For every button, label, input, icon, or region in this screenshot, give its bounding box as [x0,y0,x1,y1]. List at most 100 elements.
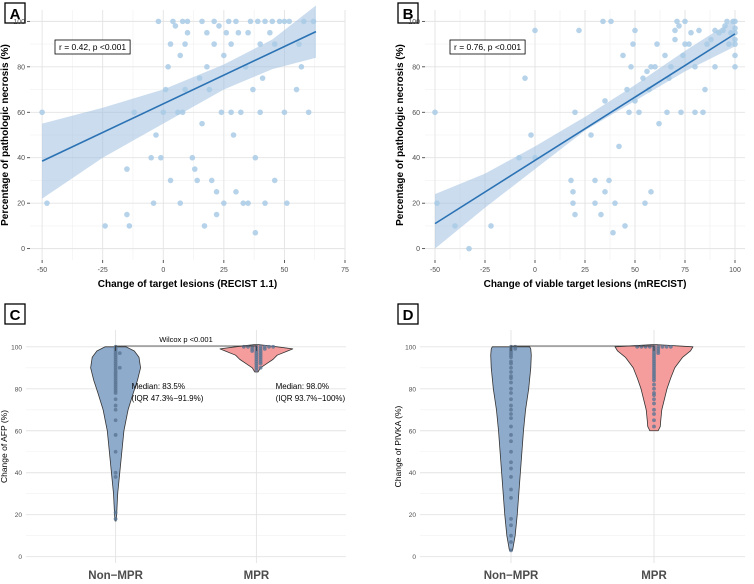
data-point [652,418,656,423]
data-point [228,109,234,116]
confidence-band [42,5,316,199]
data-point [182,41,188,47]
data-points [39,18,317,236]
stat-annotation: r = 0.42, p <0.001 [59,42,126,52]
y-tick-label: 60 [409,428,417,435]
data-point [620,52,626,59]
data-point [148,154,154,161]
y-tick-label: 40 [412,155,420,162]
data-point [732,25,738,31]
data-point [652,382,656,387]
x-category-label: Non−MPR [484,570,539,582]
data-point [678,109,684,116]
data-point [576,27,582,34]
data-point [204,29,210,36]
data-point [592,200,598,206]
panel-label-box [4,2,26,24]
data-point [257,41,263,47]
data-point [466,245,472,252]
data-point [113,470,118,475]
data-point [310,18,317,25]
data-point [680,52,686,59]
data-point [221,200,227,206]
data-point [509,466,513,471]
data-point [293,86,300,93]
data-point [206,86,213,93]
data-point [245,29,251,36]
data-point [608,18,614,25]
data-point [113,433,118,437]
data-point [177,52,184,59]
iqr-annotation: (IQR 93.7%−100%) [276,394,346,403]
stat-annotation-box [449,39,526,55]
data-point [259,75,266,81]
data-point [676,23,682,29]
y-tick-label: 0 [18,554,22,561]
data-point [652,407,656,412]
data-point [732,52,738,59]
data-point [167,177,174,184]
data-point [158,154,164,161]
data-point [509,391,513,395]
stat-annotation: r = 0.76, p <0.001 [454,42,521,52]
x-tick-label: 75 [341,267,349,274]
data-point [228,41,234,47]
data-point [509,370,513,374]
data-point [218,109,225,116]
data-point [509,533,513,538]
data-point [162,86,169,93]
data-point [572,211,578,218]
data-point [271,41,278,47]
data-point [700,109,706,116]
data-point [668,64,674,70]
data-point [622,223,628,229]
comparison-bracket [115,345,257,351]
data-point [432,109,438,116]
data-point [509,548,513,553]
panel-d: D 0 20 40 60 80 100 Non−MPR MPR Change of PIVKA (… [393,303,745,582]
data-point [509,496,513,500]
data-point [221,52,227,59]
data-point [241,344,246,349]
data-point [296,41,302,47]
data-point [509,540,513,544]
data-point [155,18,162,25]
confidence-band [435,19,735,249]
data-point [246,344,250,349]
y-tick-label: 20 [17,201,25,208]
data-point [692,64,698,70]
data-point [728,29,734,36]
data-point [175,109,181,116]
regression-line [41,30,317,162]
data-point [732,18,738,25]
median-annotation: Median: 83.5% [132,382,185,391]
data-point [600,18,606,25]
y-tick-label: 20 [15,512,23,519]
data-point [211,41,217,47]
data-point [271,177,278,184]
data-point [648,189,654,195]
data-point [509,361,513,366]
data-point [250,349,255,353]
data-point [235,29,242,36]
data-point [652,378,656,383]
data-point [230,132,237,138]
y-tick-label: 80 [412,64,420,71]
data-point [252,154,259,161]
data-point [674,18,680,25]
y-tick-label: 40 [15,470,23,477]
data-point [692,109,698,116]
data-point [672,36,678,43]
x-axis-label: Change of target lesions (RECIST 1.1) [98,279,277,290]
x-category-label: Non−MPR [88,570,143,582]
data-point [153,132,159,138]
data-point [712,64,718,70]
data-point [160,109,167,116]
data-point [262,18,268,25]
data-point [250,86,256,93]
data-point [610,229,616,236]
data-point [570,189,576,195]
data-points [432,18,738,252]
data-point [688,29,694,36]
y-tick-label: 80 [409,386,417,393]
